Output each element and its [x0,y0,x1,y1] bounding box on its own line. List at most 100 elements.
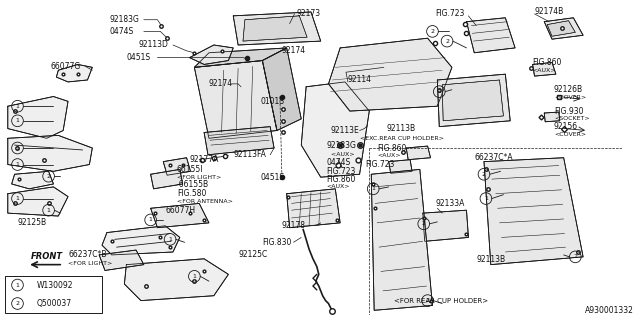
Polygon shape [423,210,468,241]
Text: <AUX>: <AUX> [532,68,556,73]
Polygon shape [484,158,583,265]
Text: 92113D: 92113D [138,41,168,50]
Text: <FOR ANTENNA>: <FOR ANTENNA> [177,199,233,204]
Text: 66237C*B: 66237C*B [68,251,106,260]
Polygon shape [163,158,191,175]
Text: 1: 1 [15,283,19,288]
Polygon shape [12,171,54,189]
Text: 2: 2 [422,221,426,226]
Text: FIG.830: FIG.830 [262,238,292,247]
Text: 92174: 92174 [209,79,233,88]
Text: 92113B: 92113B [476,255,506,264]
Text: <AUX>: <AUX> [326,152,354,157]
Text: 66155I: 66155I [177,165,204,174]
Text: 0474S: 0474S [326,158,351,167]
Text: 0451S: 0451S [260,173,285,182]
Text: 1: 1 [484,196,488,201]
Text: <FOR LIGHT>: <FOR LIGHT> [68,261,112,266]
Text: <COVER>: <COVER> [554,132,586,137]
Text: 66237C*A: 66237C*A [474,153,513,162]
Polygon shape [467,18,515,53]
Polygon shape [406,146,431,160]
Text: 92183G: 92183G [326,140,356,149]
Polygon shape [547,21,575,36]
Text: 92113FA: 92113FA [233,150,266,159]
Polygon shape [328,38,452,111]
Text: W130092: W130092 [37,281,74,290]
Polygon shape [301,82,369,177]
Text: 92177A: 92177A [189,155,219,164]
Text: 92113B: 92113B [387,124,416,133]
Polygon shape [195,60,277,138]
Polygon shape [544,112,560,122]
Text: 2: 2 [482,172,486,177]
Text: FIG.580: FIG.580 [177,189,206,198]
Text: <FOR REAR CUP HOLDER>: <FOR REAR CUP HOLDER> [394,298,488,304]
Text: 2: 2 [445,39,449,44]
Text: <SOCKET>: <SOCKET> [554,116,589,121]
Text: 2: 2 [431,29,435,34]
Polygon shape [102,226,180,255]
Text: 0474S: 0474S [110,27,134,36]
Text: A930001332: A930001332 [585,306,634,315]
Text: 1: 1 [15,118,19,123]
Text: 1: 1 [47,208,51,213]
Bar [5,276,102,313]
Text: 1: 1 [437,89,441,94]
Text: 2: 2 [15,301,19,306]
Text: FIG.860: FIG.860 [377,143,406,153]
Text: 2: 2 [573,254,577,260]
Text: 92183G: 92183G [110,15,140,24]
Polygon shape [442,80,504,121]
Text: 92173: 92173 [296,9,321,18]
Text: 1: 1 [15,196,19,201]
Polygon shape [8,97,68,138]
Text: FRONT: FRONT [31,252,63,261]
Text: 66077H: 66077H [165,206,195,215]
Text: 92174B: 92174B [534,7,564,16]
Polygon shape [532,62,556,76]
Text: FIG.860: FIG.860 [326,175,356,184]
Text: 92114: 92114 [348,76,372,84]
Text: <AUX>: <AUX> [326,184,350,189]
Text: 92125C: 92125C [238,251,268,260]
Text: 1: 1 [148,217,152,222]
Polygon shape [195,48,287,67]
Text: 0451S: 0451S [126,53,150,62]
Polygon shape [437,74,510,127]
Text: -66155B: -66155B [177,180,209,189]
Polygon shape [8,135,92,171]
Polygon shape [150,169,182,189]
Polygon shape [99,250,144,270]
Polygon shape [233,12,321,45]
Polygon shape [124,259,228,300]
Polygon shape [544,18,583,39]
Text: FIG.723: FIG.723 [326,167,356,176]
Text: 92125B: 92125B [17,218,47,227]
Text: 92126B: 92126B [554,85,583,94]
Text: <EXC.REAR CUP HOLDER>: <EXC.REAR CUP HOLDER> [360,136,444,141]
Text: 0101S: 0101S [260,97,284,106]
Text: 92133A: 92133A [435,199,465,208]
Polygon shape [243,16,307,41]
Text: 1: 1 [371,186,375,191]
Text: 92113E: 92113E [330,126,359,135]
Polygon shape [388,160,412,173]
Text: FIG.723: FIG.723 [365,160,395,169]
Text: <AUX>: <AUX> [377,153,401,158]
Text: 92174: 92174 [282,46,306,55]
Text: 1: 1 [168,237,172,242]
Polygon shape [287,189,340,228]
Text: <FOR LIGHT>: <FOR LIGHT> [177,175,221,180]
Polygon shape [371,169,433,310]
Text: 1: 1 [15,104,19,109]
Text: 92178: 92178 [282,221,306,230]
Polygon shape [56,64,92,82]
Polygon shape [262,48,301,131]
Text: 66077G: 66077G [51,62,81,71]
Text: FIG.723: FIG.723 [435,9,465,18]
Text: 1: 1 [193,274,196,279]
Text: Q500037: Q500037 [37,299,72,308]
Polygon shape [189,45,233,64]
Text: <COVER>: <COVER> [554,95,586,100]
